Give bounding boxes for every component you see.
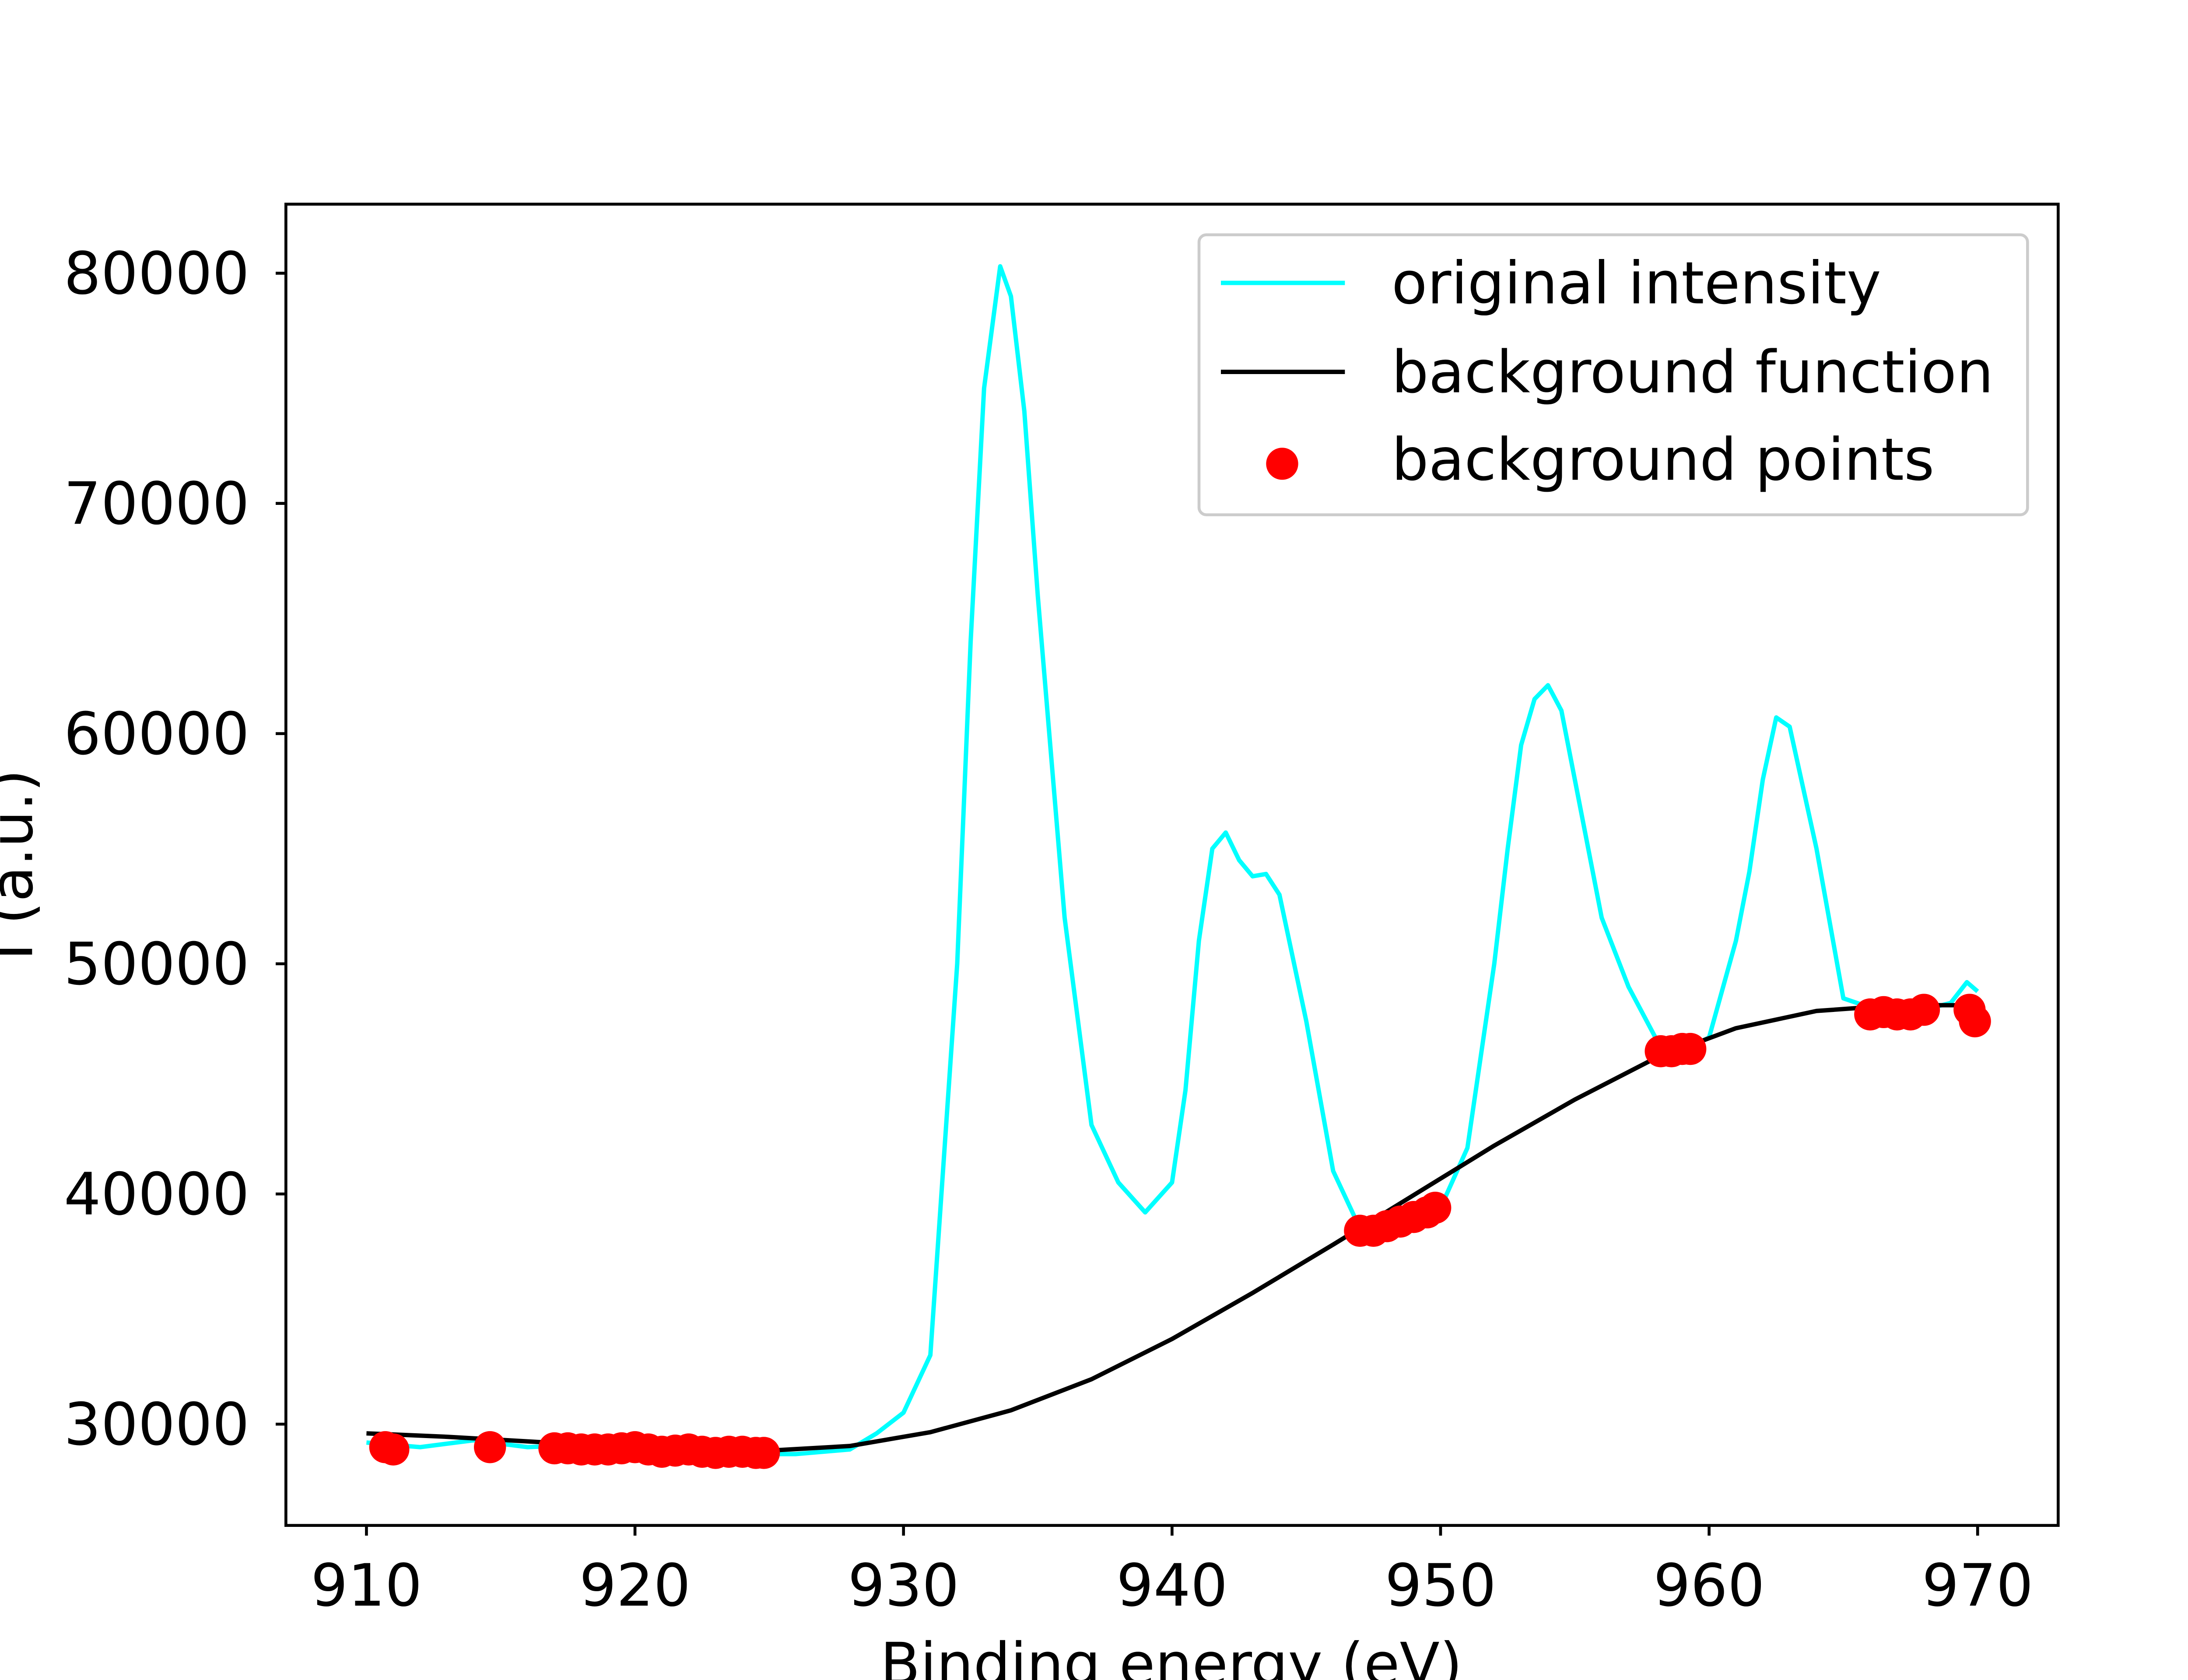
- x-tick-label: 950: [1385, 1552, 1496, 1620]
- x-tick-label: 920: [579, 1552, 691, 1620]
- legend-swatch-background-points: [1266, 448, 1298, 480]
- legend-label-background-function: background function: [1392, 339, 1994, 406]
- y-tick-label: 40000: [64, 1161, 249, 1228]
- x-tick-label: 960: [1653, 1552, 1764, 1620]
- series-layer: [366, 264, 1991, 1469]
- background-points-point: [474, 1431, 506, 1463]
- legend-box: [1197, 233, 2029, 516]
- background-points-point: [1959, 1005, 1991, 1038]
- x-axis-ticks: 910 920 930 940 950 960 970: [311, 1525, 2033, 1620]
- y-tick-label: 50000: [64, 931, 249, 998]
- legend-label-original-intensity: original intensity: [1392, 249, 1881, 317]
- background-points-point: [1907, 994, 1940, 1026]
- x-axis-label: Binding energy (eV): [880, 1631, 1462, 1680]
- legend-label-background-points: background points: [1392, 426, 1934, 494]
- background-points-point: [747, 1437, 780, 1469]
- y-tick-label: 80000: [64, 240, 249, 308]
- background-points-point: [377, 1433, 410, 1466]
- y-axis-label: I (a.u.): [0, 769, 46, 960]
- x-tick-label: 940: [1116, 1552, 1227, 1620]
- original-intensity-line: [366, 264, 1979, 1456]
- x-tick-label: 970: [1922, 1552, 2033, 1620]
- y-tick-label: 30000: [64, 1391, 249, 1459]
- background-points-point: [1419, 1191, 1452, 1224]
- y-tick-label: 70000: [64, 470, 249, 538]
- x-tick-label: 930: [848, 1552, 959, 1620]
- background-points-point: [1674, 1032, 1707, 1065]
- y-axis-ticks: 30000 40000 50000 60000 70000 80000: [64, 240, 286, 1459]
- legend: original intensity background function b…: [1197, 233, 2029, 516]
- x-tick-label: 910: [311, 1552, 422, 1620]
- y-tick-label: 60000: [64, 700, 249, 768]
